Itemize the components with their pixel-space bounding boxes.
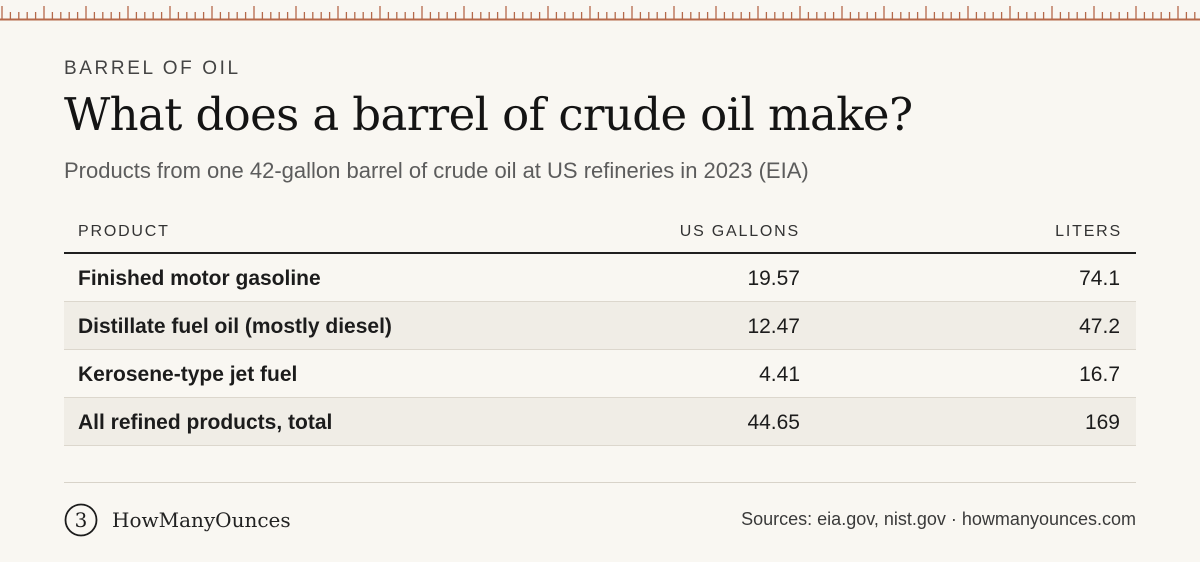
liters-cell: 169 <box>1084 411 1120 434</box>
ruler-decoration <box>0 6 1200 21</box>
product-cell: All refined products, total <box>78 411 333 434</box>
liters-cell: 16.7 <box>1079 363 1120 386</box>
page-title: What does a barrel of crude oil make? <box>64 88 913 141</box>
table-row: Kerosene-type jet fuel 4.41 16.7 <box>64 350 1136 398</box>
table-row: Finished motor gasoline 19.57 74.1 <box>64 254 1136 302</box>
circled-three-logo-icon: 3 <box>64 503 98 537</box>
brand: 3 HowManyOunces <box>64 503 291 537</box>
brand-name: HowManyOunces <box>112 508 291 532</box>
table-row: Distillate fuel oil (mostly diesel) 12.4… <box>64 302 1136 350</box>
liters-cell: 47.2 <box>1079 315 1120 338</box>
us-gallons-cell: 4.41 <box>759 363 800 386</box>
table-row-total: All refined products, total 44.65 169 <box>64 398 1136 446</box>
column-header-us-gallons: US GALLONS <box>679 223 800 240</box>
us-gallons-cell: 19.57 <box>747 267 800 290</box>
column-header-liters: LITERS <box>1055 223 1122 240</box>
page-subtitle: Products from one 42-gallon barrel of cr… <box>64 158 809 183</box>
products-table: PRODUCT US GALLONS LITERS Finished motor… <box>64 212 1136 446</box>
logo-glyph: 3 <box>75 508 88 532</box>
us-gallons-cell: 12.47 <box>747 315 800 338</box>
sources-text: Sources: eia.gov, nist.gov · howmanyounc… <box>741 509 1136 529</box>
eyebrow-label: BARREL OF OIL <box>64 58 241 79</box>
footer-divider <box>64 482 1136 483</box>
product-cell: Kerosene-type jet fuel <box>78 363 298 386</box>
column-header-product: PRODUCT <box>78 223 170 240</box>
product-cell: Distillate fuel oil (mostly diesel) <box>78 315 392 338</box>
table-header: PRODUCT US GALLONS LITERS <box>64 212 1136 254</box>
us-gallons-cell: 44.65 <box>747 411 800 434</box>
liters-cell: 74.1 <box>1079 267 1120 290</box>
product-cell: Finished motor gasoline <box>78 267 321 290</box>
